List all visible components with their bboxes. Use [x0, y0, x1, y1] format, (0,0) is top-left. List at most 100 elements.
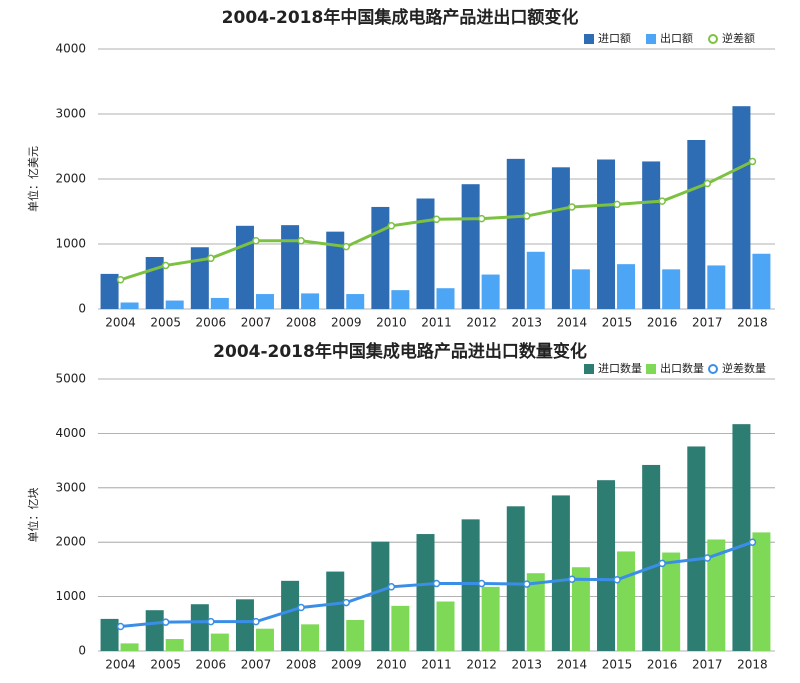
- legend-swatch: [584, 364, 594, 374]
- x-tick-label: 2015: [602, 658, 633, 672]
- x-tick-label: 2007: [241, 316, 272, 330]
- x-tick-label: 2014: [557, 658, 588, 672]
- x-tick-label: 2012: [466, 658, 497, 672]
- bar: [687, 446, 706, 651]
- bar: [346, 294, 365, 309]
- bar: [707, 265, 726, 309]
- bar: [371, 541, 390, 651]
- bar: [506, 506, 525, 651]
- bar: [210, 297, 229, 309]
- bar: [481, 586, 500, 651]
- bar: [526, 573, 545, 651]
- bar: [597, 159, 616, 309]
- bar: [120, 643, 139, 651]
- line-marker: [252, 237, 260, 245]
- line-marker: [387, 222, 396, 230]
- x-tick-label: 2010: [376, 658, 407, 672]
- bar: [662, 269, 681, 309]
- bar: [732, 424, 751, 651]
- line-marker: [432, 579, 441, 588]
- x-tick-label: 2013: [511, 316, 542, 330]
- bar: [210, 633, 229, 651]
- line-marker: [613, 200, 621, 209]
- bar: [461, 184, 480, 309]
- bar: [732, 106, 751, 309]
- bar: [391, 605, 410, 651]
- x-tick-label: 2016: [647, 658, 678, 672]
- bar: [165, 639, 184, 651]
- y-tick-label: 2000: [55, 535, 86, 549]
- x-tick-label: 2006: [196, 316, 227, 330]
- legend-swatch: [646, 34, 656, 44]
- legend-swatch: [646, 364, 656, 374]
- line-marker: [297, 237, 305, 245]
- line-marker: [297, 603, 305, 612]
- bar: [145, 257, 164, 309]
- bar: [255, 628, 274, 651]
- legend-label: 进口数量: [598, 362, 642, 375]
- y-tick-label: 5000: [55, 372, 86, 386]
- bar: [642, 161, 661, 309]
- bar: [301, 624, 320, 651]
- x-tick-label: 2011: [421, 658, 452, 672]
- bar: [391, 290, 410, 309]
- bar: [436, 601, 455, 651]
- bar: [235, 599, 254, 651]
- legend-label: 逆差数量: [722, 361, 766, 375]
- bar: [100, 618, 119, 651]
- x-tick-label: 2005: [150, 658, 181, 672]
- x-tick-label: 2016: [647, 316, 678, 330]
- x-tick-label: 2007: [241, 658, 272, 672]
- bar: [255, 294, 274, 309]
- bar: [326, 231, 345, 309]
- bar: [597, 480, 616, 651]
- x-tick-label: 2009: [331, 658, 362, 672]
- y-tick-label: 1000: [55, 589, 86, 603]
- bar: [165, 300, 184, 309]
- chart-title: 2004-2018年中国集成电路产品进出口数量变化: [213, 341, 587, 362]
- x-tick-label: 2018: [737, 316, 768, 330]
- line-marker: [613, 575, 621, 584]
- x-tick-label: 2010: [376, 316, 407, 330]
- bar: [687, 140, 706, 309]
- bar: [190, 604, 209, 651]
- line-marker: [342, 598, 350, 607]
- line-marker: [161, 261, 170, 270]
- bar: [551, 167, 570, 309]
- line-marker: [703, 179, 712, 188]
- legend-swatch: [708, 364, 718, 374]
- x-tick-label: 2011: [421, 316, 452, 330]
- line-marker: [523, 212, 531, 220]
- line-marker: [207, 254, 215, 263]
- bar: [346, 619, 365, 651]
- line-marker: [432, 215, 441, 224]
- bar: [571, 269, 590, 309]
- y-tick-label: 3000: [55, 480, 86, 494]
- line-marker: [342, 242, 350, 251]
- line-marker: [252, 617, 260, 626]
- bar: [416, 198, 435, 309]
- bar: [235, 225, 254, 309]
- y-tick-label: 3000: [55, 107, 86, 121]
- line-marker: [477, 579, 486, 588]
- bar: [752, 253, 771, 309]
- bar: [281, 225, 300, 309]
- line-marker: [116, 622, 125, 631]
- bar: [752, 532, 771, 651]
- x-tick-label: 2012: [466, 316, 497, 330]
- x-tick-label: 2018: [737, 658, 768, 672]
- legend-swatch: [708, 34, 718, 44]
- legend-label: 逆差额: [722, 31, 755, 45]
- line-marker: [161, 618, 170, 626]
- line-marker: [748, 157, 757, 166]
- y-tick-label: 0: [78, 644, 86, 658]
- bar: [371, 206, 390, 309]
- y-tick-label: 1000: [55, 237, 86, 251]
- legend-label: 出口数量: [660, 361, 704, 375]
- line-marker: [658, 197, 666, 205]
- y-axis-label: 单位：亿块: [26, 488, 40, 543]
- line-marker: [658, 559, 666, 568]
- bar: [481, 274, 500, 309]
